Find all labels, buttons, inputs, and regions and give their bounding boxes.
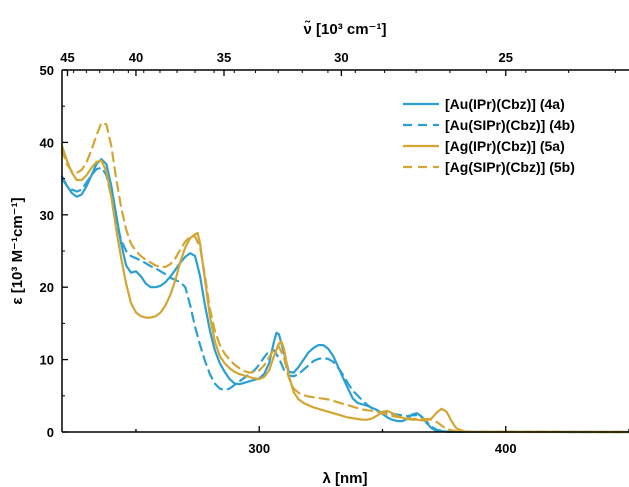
x-axis-title: λ [nm] <box>323 470 368 487</box>
series-line-1 <box>60 158 629 434</box>
y-tick-label: 20 <box>40 280 54 295</box>
legend-label-4: [Ag(SIPr)(Cbz)] (5b) <box>445 159 575 175</box>
series-line-2 <box>60 166 629 434</box>
y-tick-label: 0 <box>47 425 54 440</box>
series-line-4 <box>60 121 629 434</box>
y-tick-label: 40 <box>40 135 54 150</box>
y-axis-title: ε [10³ M⁻¹cm⁻¹] <box>9 197 26 304</box>
y-tick-label: 10 <box>40 353 54 368</box>
x-tick-label: 300 <box>248 441 270 456</box>
axes-layer: 0 10 20 30 40 50 300 400 45 40 35 30 25 <box>40 50 629 456</box>
y-tick-label: 30 <box>40 208 54 223</box>
legend: [Au(IPr)(Cbz)] (4a) [Au(SIPr)(Cbz)] (4b) [… <box>403 96 575 175</box>
x-tick-label: 400 <box>495 441 517 456</box>
x2-tick-label: 35 <box>217 50 231 65</box>
x2-tick-label: 25 <box>499 50 513 65</box>
top-axis-title: ν̃ [10³ cm⁻¹] <box>304 20 387 38</box>
legend-label-3: [Ag(IPr)(Cbz)] (5a) <box>445 138 565 154</box>
series-line-3 <box>60 144 629 434</box>
x2-tick-label: 30 <box>334 50 348 65</box>
x2-tick-label: 40 <box>129 50 143 65</box>
legend-label-2: [Au(SIPr)(Cbz)] (4b) <box>445 117 575 133</box>
series-layer <box>60 121 629 434</box>
x2-tick-label: 45 <box>60 50 74 65</box>
legend-label-1: [Au(IPr)(Cbz)] (4a) <box>445 96 565 112</box>
y-tick-label: 50 <box>40 63 54 78</box>
